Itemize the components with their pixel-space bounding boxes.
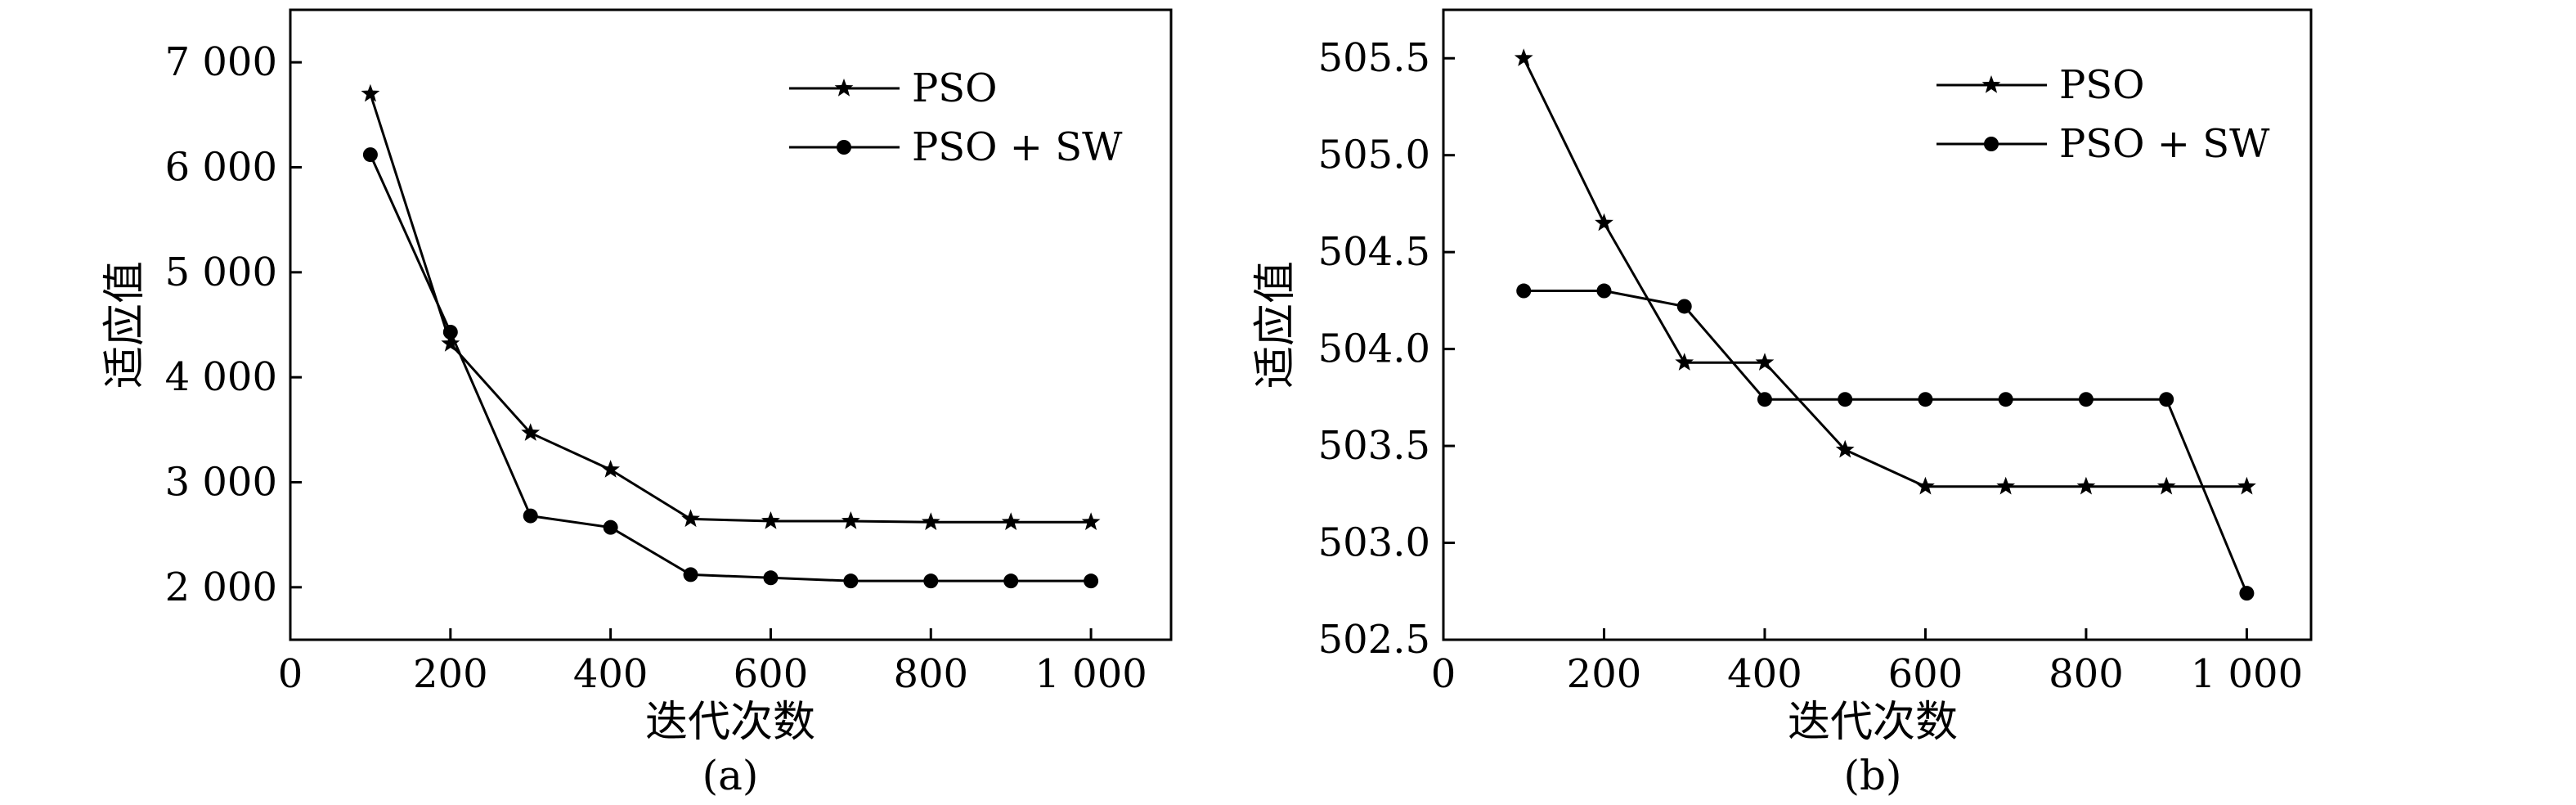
chart-a-series-pso-point xyxy=(601,460,620,478)
chart-a-y-tick-label: 3 000 xyxy=(165,460,277,506)
chart-a-series-pso-sw-point xyxy=(603,519,618,535)
chart-b-series-pso-point xyxy=(1755,353,1775,371)
chart-a-x-tick-label: 400 xyxy=(573,651,648,697)
chart-a-y-tick-label: 2 000 xyxy=(165,564,277,610)
chart-b-series-pso-point xyxy=(1514,48,1533,66)
chart-a-x-tick-label: 800 xyxy=(893,651,968,697)
chart-b-x-tick-label: 400 xyxy=(1727,651,1802,697)
chart-b-series-pso-sw-point xyxy=(1998,392,2013,407)
chart-a-x-tick-label: 0 xyxy=(278,651,303,697)
chart-b-x-tick-label: 0 xyxy=(1431,651,1456,697)
chart-b-legend-label: PSO + SW xyxy=(2059,121,2270,167)
chart-b-series-pso-sw-point xyxy=(2239,586,2255,601)
chart-a-series-pso-sw-point xyxy=(1084,573,1099,589)
chart-a-series-pso-sw-point xyxy=(923,573,939,589)
chart-b-legend-marker xyxy=(1981,75,2001,93)
chart-a-plot-frame xyxy=(289,8,1173,641)
chart-b-series-pso-sw-point xyxy=(1596,283,1612,299)
chart-a-series-pso-sw-point xyxy=(1003,573,1019,589)
chart-a-series-pso-point xyxy=(841,511,860,529)
chart-b-series-pso-sw-point xyxy=(2078,392,2094,407)
chart-b-plot-frame xyxy=(1442,8,2313,641)
chart-b-x-tick-label: 1 000 xyxy=(2191,651,2303,697)
chart-b-series-pso-point xyxy=(1675,353,1694,371)
chart-a-series-pso-sw-point xyxy=(683,567,698,582)
chart-panel-b: 0 200 400 600 800 1 000 502.5 503.0 503.5 504.0 50… xyxy=(1251,8,2313,799)
chart-b-series-pso-sw-point xyxy=(1676,299,1692,314)
chart-a-y-tick-label: 4 000 xyxy=(165,354,277,400)
chart-a-x-axis-label: 迭代次数 xyxy=(645,698,815,747)
chart-a-series-pso-line xyxy=(369,93,1092,524)
chart-b-series-pso-point xyxy=(1595,213,1613,232)
chart-b-series-pso-point xyxy=(1916,476,1935,495)
chart-b-y-axis-label: 适应值 xyxy=(1251,261,1300,389)
chart-a-legend-marker xyxy=(834,79,854,97)
chart-b-series-pso-line xyxy=(1522,57,2247,488)
chart-a-legend-label: PSO + SW xyxy=(912,124,1123,170)
chart-a-series-pso-point xyxy=(441,334,460,352)
chart-a-caption: (a) xyxy=(702,752,759,799)
chart-b-y-tick-label: 504.0 xyxy=(1318,326,1430,372)
chart-b-series-pso-point xyxy=(2076,476,2096,495)
chart-a-series-pso-point xyxy=(921,512,940,530)
chart-b-x-tick-label: 200 xyxy=(1567,651,1642,697)
chart-a-series-pso-sw-line xyxy=(369,154,1092,582)
chart-b-legend-marker xyxy=(1984,137,1999,151)
chart-a-series-pso-sw-point xyxy=(362,147,378,163)
chart-a-series-pso-sw-point xyxy=(763,570,779,586)
chart-b-y-tick-label: 504.5 xyxy=(1318,229,1430,275)
chart-b-y-tick-label: 505.0 xyxy=(1318,133,1430,178)
chart-a-series-pso-point xyxy=(761,511,780,529)
chart-b-y-tick-label: 503.5 xyxy=(1318,423,1430,469)
chart-a-series-pso-point xyxy=(681,509,700,528)
chart-b-x-tick-label: 600 xyxy=(1888,651,1963,697)
chart-b-series-pso-point xyxy=(1996,476,2016,495)
chart-b-series-pso-sw-point xyxy=(1757,392,1772,407)
chart-a-series-pso-point xyxy=(1081,512,1101,530)
chart-b-legend-label: PSO xyxy=(2059,62,2145,108)
chart-b-series-pso-sw-point xyxy=(2159,392,2174,407)
chart-b-series-pso-point xyxy=(1835,439,1855,458)
chart-a-legend-label: PSO xyxy=(912,65,998,111)
chart-a-x-tick-label: 600 xyxy=(734,651,809,697)
chart-b-series-pso-point xyxy=(2237,476,2256,495)
chart-a-y-tick-label: 6 000 xyxy=(165,145,277,191)
chart-a-y-axis-label: 适应值 xyxy=(101,261,150,389)
chart-a-series-pso-point xyxy=(521,423,541,441)
chart-b-x-tick-label: 800 xyxy=(2049,651,2124,697)
chart-a-series-pso-point xyxy=(361,83,380,102)
chart-b-y-tick-label: 503.0 xyxy=(1318,520,1430,566)
chart-a-series-pso-sw-point xyxy=(523,508,538,524)
chart-a-series-pso-point xyxy=(1001,512,1021,530)
chart-a-series-pso-sw-point xyxy=(442,324,458,340)
chart-a-x-tick-label: 1 000 xyxy=(1034,651,1147,697)
chart-a-y-tick-label: 5 000 xyxy=(165,250,277,295)
chart-b-series-pso-sw-point xyxy=(1516,283,1532,299)
chart-a-y-tick-label: 7 000 xyxy=(165,39,277,85)
chart-b-y-tick-label: 502.5 xyxy=(1318,617,1430,663)
chart-a-series-pso-sw-point xyxy=(843,573,859,589)
chart-a-legend-marker xyxy=(837,140,851,155)
chart-b-caption: (b) xyxy=(1843,752,1901,799)
chart-panel-a: 0 200 400 600 800 1 000 2 000 3 000 4 000 5 000 6 … xyxy=(101,8,1173,799)
chart-b-x-axis-label: 迭代次数 xyxy=(1788,698,1958,747)
chart-b-series-pso-sw-point xyxy=(1838,392,1853,407)
chart-b-series-pso-point xyxy=(2156,476,2176,495)
chart-b-series-pso-sw-line xyxy=(1524,290,2248,594)
chart-b-series-pso-sw-point xyxy=(1918,392,1933,407)
chart-b-y-tick-label: 505.5 xyxy=(1318,35,1430,81)
chart-a-x-tick-label: 200 xyxy=(413,651,488,697)
